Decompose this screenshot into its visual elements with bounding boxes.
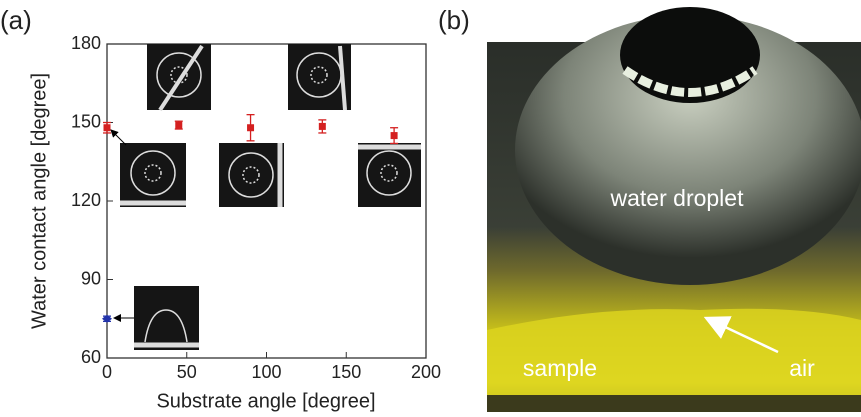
panel-label: (b) (438, 5, 470, 35)
y-tick-label: 120 (71, 190, 101, 210)
y-axis-label: Water contact angle [degree] (28, 73, 50, 329)
insets (120, 44, 421, 350)
x-tick-label: 200 (411, 362, 441, 382)
y-tick-label: 150 (71, 111, 101, 131)
y-tick-label: 180 (71, 33, 101, 53)
x-tick-label: 150 (331, 362, 361, 382)
panel-label: (a) (0, 5, 32, 35)
figure: (a) (b) Substrate angle [degree] Water c… (0, 0, 861, 412)
photo-label: sample (523, 355, 597, 381)
x-axis-label: Substrate angle [degree] (156, 390, 375, 412)
photo-label: air (789, 355, 815, 381)
point (319, 123, 326, 130)
point (391, 132, 398, 139)
x-tick-label: 0 (102, 362, 112, 382)
point (104, 124, 111, 131)
point (175, 122, 182, 129)
point (247, 124, 254, 131)
photo-label: water droplet (610, 185, 745, 211)
y-tick-label: 60 (81, 347, 101, 367)
x-tick-label: 50 (177, 362, 197, 382)
x-tick-label: 100 (251, 362, 281, 382)
y-tick-label: 90 (81, 268, 101, 288)
